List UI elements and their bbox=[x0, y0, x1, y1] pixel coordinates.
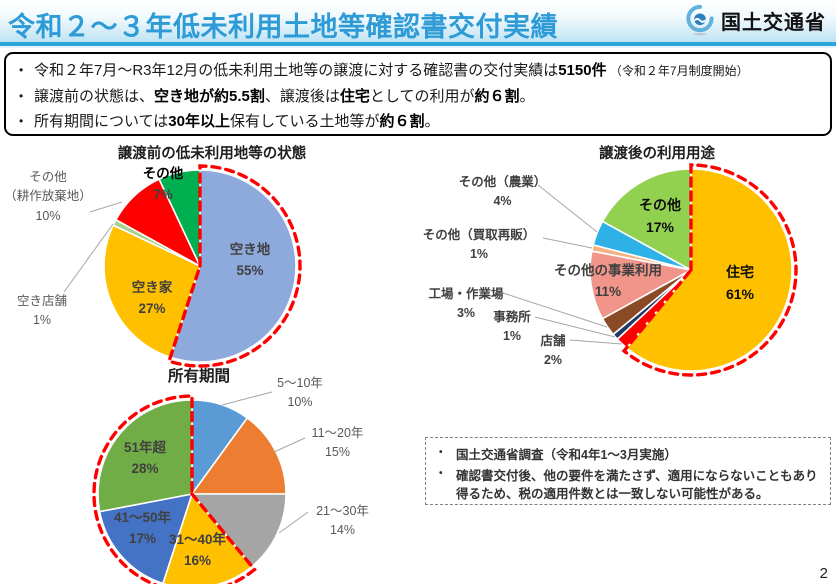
pie-slice bbox=[601, 168, 692, 271]
agency-name: 国土交通省 bbox=[721, 11, 826, 34]
page-title: 令和２～３年低未利用土地等確認書交付実績 bbox=[8, 12, 558, 42]
note-item: 確認書交付後、他の要件を満たさず、適用にならないこともあり得るため、税の適用件数… bbox=[432, 467, 822, 503]
slice-label-akiya: 空き家 27% bbox=[131, 280, 173, 316]
slice-label-jigyoriyo: その他の事業利用 11% bbox=[554, 263, 662, 299]
pie-slice bbox=[191, 493, 287, 568]
header-accent-line bbox=[0, 42, 836, 46]
summary-bullet: 譲渡前の状態は、空き地が約5.5割、譲渡後は住宅としての利用が約６割。 bbox=[14, 84, 820, 109]
pie-after-transfer bbox=[589, 163, 798, 377]
notes-box: 国土交通省調査（令和4年1～3月実施） 確認書交付後、他の要件を満たさず、適用に… bbox=[425, 437, 831, 505]
slice-label-jutaku: 住宅 61% bbox=[725, 264, 755, 302]
slice-label-11-20: 11～20年 15% bbox=[311, 426, 364, 460]
slice-label-akitenpo: 空き店舗 1% bbox=[16, 294, 67, 328]
summary-bullet: 令和２年7月～R3年12月の低未利用土地等の譲渡に対する確認書の交付実績は515… bbox=[14, 58, 820, 84]
slice-label-kojo: 工場・作業場 3% bbox=[428, 287, 504, 321]
summary-bullet: 所有期間については30年以上保有している土地等が約６割。 bbox=[14, 109, 820, 134]
slice-label-kosakuhokichi: その他 （耕作放棄地） 10% bbox=[4, 170, 92, 223]
pie-slice bbox=[158, 169, 201, 267]
header-accent-line-light bbox=[0, 46, 836, 48]
chart-title: 所有期間 bbox=[167, 368, 230, 385]
pie-chart-after-transfer: 譲渡後の利用用途 住宅 61% その他 17% その他の事業利用 11% その他（農業… bbox=[420, 140, 836, 384]
pie-slice bbox=[169, 169, 297, 363]
pie-before-transfer bbox=[103, 164, 302, 368]
pie-slice bbox=[98, 493, 193, 584]
mlit-swirl-icon bbox=[686, 4, 714, 36]
pie-slice bbox=[97, 399, 193, 513]
slice-label-51over: 51年超 28% bbox=[123, 440, 167, 476]
pie-slice bbox=[625, 168, 793, 372]
pie-chart-ownership-period: 所有期間 51年超 28% 41～50年 17% 31～40年 16% 5～10年 10… bbox=[0, 360, 420, 584]
pie-chart-before-transfer: 譲渡前の低未利用地等の状態 空き地 55% 空き家 27% その他 7% その他 （耕… bbox=[0, 140, 420, 384]
slice-label-41-50: 41～50年 17% bbox=[113, 510, 172, 546]
summary-box: 令和２年7月～R3年12月の低未利用土地等の譲渡に対する確認書の交付実績は515… bbox=[4, 52, 832, 136]
highlight-dashed-outline bbox=[621, 163, 798, 377]
chart-title: 譲渡後の利用用途 bbox=[599, 146, 715, 162]
slice-label-sonota: その他 7% bbox=[142, 166, 184, 202]
slice-label-31-40: 31～40年 16% bbox=[168, 532, 227, 568]
slice-label-sonota17: その他 17% bbox=[639, 197, 681, 235]
mlit-logo: 国土交通省 bbox=[684, 3, 826, 37]
chart-title: 譲渡前の低未利用地等の状態 bbox=[117, 146, 307, 162]
slice-label-jimusho: 事務所 1% bbox=[493, 310, 531, 344]
slice-label-akichi: 空き地 55% bbox=[229, 242, 271, 278]
highlight-dashed-outline bbox=[166, 164, 302, 368]
note-item: 国土交通省調査（令和4年1～3月実施） bbox=[432, 446, 822, 464]
slice-label-5-10: 5～10年 10% bbox=[277, 376, 323, 410]
highlight-dashed-outline bbox=[92, 394, 257, 584]
slice-label-21-30: 21～30年 14% bbox=[316, 504, 369, 538]
pie-ownership-period bbox=[92, 394, 287, 584]
slice-label-kaitorisaihan: その他（買取再販） 1% bbox=[422, 228, 536, 262]
slice-label-tenpo: 店舗 2% bbox=[540, 334, 566, 368]
page-number: 2 bbox=[819, 565, 828, 582]
slice-label-nogyo: その他（農業） 4% bbox=[458, 175, 547, 209]
